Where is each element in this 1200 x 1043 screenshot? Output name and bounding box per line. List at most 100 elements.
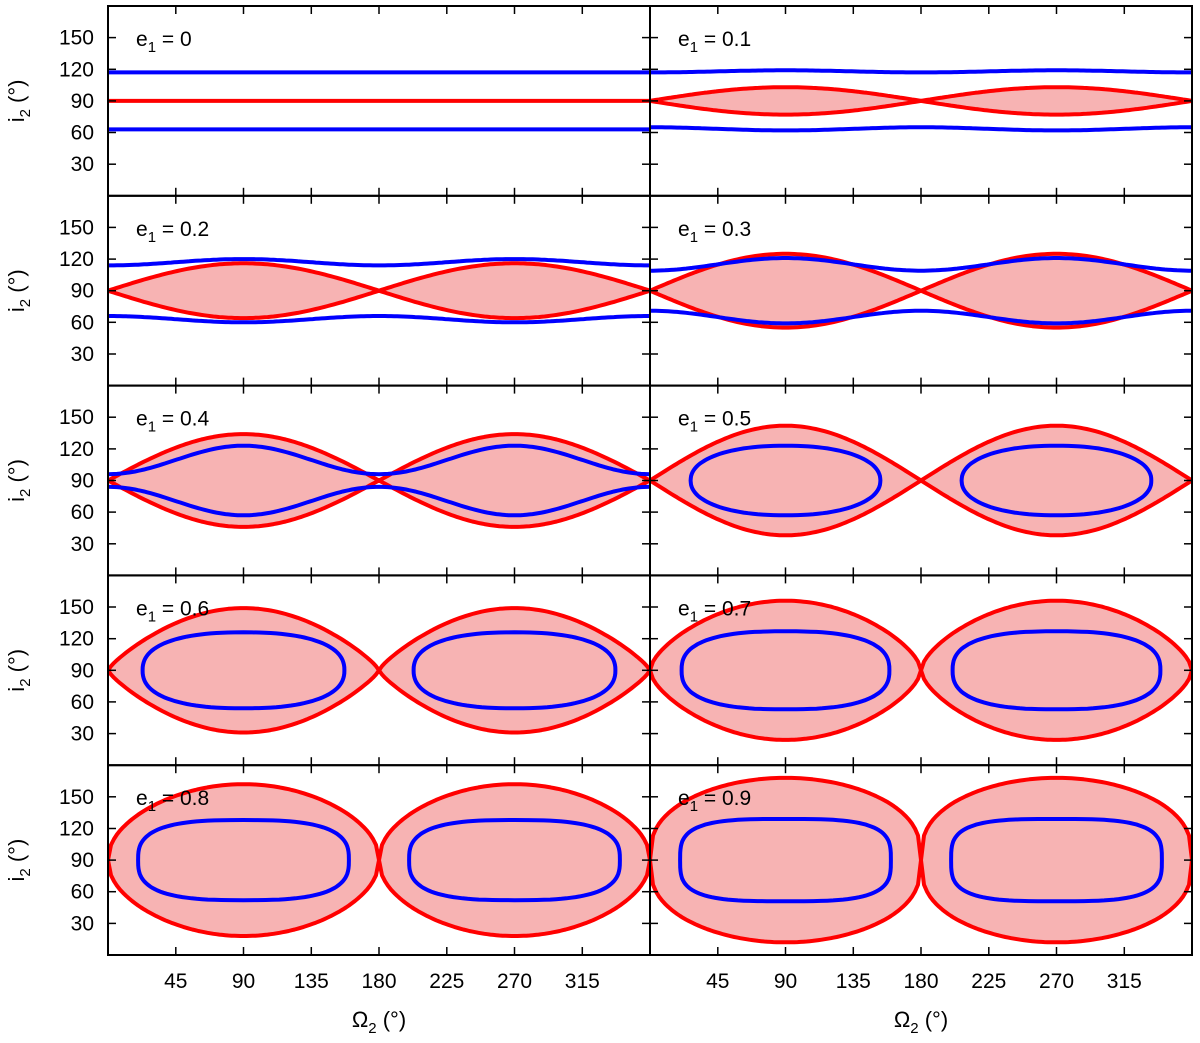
y-axis-label-subscript: 2 (17, 299, 34, 307)
y-axis-label-symbol: i (4, 877, 29, 882)
ticks (650, 575, 1192, 766)
panel-label-symbol: e (136, 28, 148, 51)
panel-label-subscript: 1 (690, 608, 698, 625)
blue-curve-lower (108, 484, 650, 518)
x-tick-label: 90 (232, 970, 255, 993)
blue-ellipse-90 (140, 630, 347, 711)
panel-e1-0-5: e1 = 0.5 (649, 384, 1193, 577)
y-tick-label: 120 (59, 438, 94, 461)
blue-ellipse-270 (949, 817, 1164, 904)
panel-label-value: = 0.7 (698, 597, 751, 620)
y-tick-label: 120 (59, 628, 94, 651)
blue-ellipse-270 (407, 817, 622, 903)
y-tick-label: 60 (71, 501, 94, 524)
red-curve-lower (650, 478, 1192, 538)
y-tick-label: 90 (71, 90, 94, 113)
y-axis-label-subscript: 2 (17, 868, 34, 876)
y-axis-label-symbol: i (4, 117, 29, 122)
x-axis-label-subscript: 2 (910, 1020, 918, 1037)
ticks (650, 195, 1192, 386)
panel-label-symbol: e (136, 408, 148, 431)
plot-area (650, 68, 1192, 133)
panel-label: e1 = 0.1 (678, 28, 751, 56)
blue-ellipse-90 (688, 443, 883, 518)
panel-e1-0-4: e1 = 0.4 30 60 90 120 150 i2 (°) (4, 384, 651, 577)
x-tick-label: 315 (565, 970, 600, 993)
panel-label-symbol: e (678, 408, 690, 431)
ticks (650, 385, 1192, 576)
y-axis-label-unit: (°) (4, 649, 29, 679)
ticks (650, 765, 1192, 955)
panel-frame (649, 764, 1193, 957)
red-curve-lower (108, 668, 650, 735)
blue-curve-upper (650, 68, 1192, 75)
panel-label-value: = 0.5 (698, 408, 751, 431)
y-tick-label: 150 (59, 27, 94, 50)
y-tick-label: 90 (71, 470, 94, 493)
blue-ellipse-90 (136, 817, 351, 903)
panel-label-symbol: e (678, 28, 690, 51)
blue-curve-lower (650, 308, 1192, 326)
y-tick-label: 90 (71, 659, 94, 682)
panel-label-subscript: 1 (690, 229, 698, 246)
panel-label: e1 = 0.9 (678, 787, 751, 815)
blue-curve-upper (108, 257, 650, 268)
panel-e1-0-9: e1 = 0.9 45 90 135 180 225 270 315 Ω2 (°) (649, 764, 1193, 1037)
panel-label-subscript: 1 (148, 608, 156, 625)
x-axis-label-symbol: Ω (894, 1007, 910, 1032)
panel-label-value: = 0.2 (156, 218, 209, 241)
y-axis-label-subscript: 2 (17, 109, 34, 117)
x-tick-label: 135 (294, 970, 329, 993)
plot-area (108, 432, 650, 529)
panel-label: e1 = 0.4 (136, 408, 209, 436)
blue-ellipse-90 (678, 817, 893, 904)
y-axis-label-symbol: i (4, 307, 29, 312)
y-tick-label: 30 (71, 153, 94, 176)
plot-area (650, 775, 1192, 945)
plot-area (650, 423, 1192, 538)
blue-curve-lower (650, 125, 1192, 133)
blue-curve-lower (108, 314, 650, 325)
panel-label-subscript: 1 (690, 39, 698, 56)
panel-label-value: = 0 (156, 28, 192, 51)
panel-label-subscript: 1 (690, 798, 698, 815)
red-curve-lower (650, 668, 1192, 742)
red-curve-lower (108, 478, 650, 529)
ticks (108, 575, 650, 766)
panel-e1-0-3: e1 = 0.3 (649, 194, 1193, 387)
panel-label-value: = 0.8 (156, 787, 209, 810)
x-tick-label: 180 (361, 970, 396, 993)
y-tick-label: 30 (71, 343, 94, 366)
y-axis-label-unit: (°) (4, 80, 29, 110)
panel-e1-0-2: e1 = 0.2 30 60 90 120 150 i2 (°) (4, 194, 651, 387)
x-tick-label: 315 (1107, 970, 1142, 993)
ticks (108, 765, 650, 955)
red-curve-lower (108, 288, 650, 321)
y-tick-label: 30 (71, 912, 94, 935)
y-axis-label-unit: (°) (4, 839, 29, 869)
y-tick-label: 120 (59, 58, 94, 81)
panel-label-value: = 0.3 (698, 218, 751, 241)
blue-ellipse-270 (959, 443, 1154, 518)
panel-e1-0-6: e1 = 0.6 30 60 90 120 150 i2 (°) (4, 574, 651, 767)
panel-label: e1 = 0 (136, 28, 192, 56)
plot-area (108, 782, 650, 938)
blue-curve-upper (650, 256, 1192, 273)
ticks (650, 6, 1192, 196)
red-curve-lower (650, 858, 1192, 945)
panel-label-value: = 0.6 (156, 597, 209, 620)
panel-label-value: = 0.9 (698, 787, 751, 810)
y-tick-label: 30 (71, 723, 94, 746)
y-tick-label: 60 (71, 311, 94, 334)
y-tick-label: 120 (59, 248, 94, 271)
y-axis-label-subscript: 2 (17, 678, 34, 686)
y-axis-label-unit: (°) (4, 459, 29, 489)
y-tick-label: 120 (59, 818, 94, 841)
plot-area (108, 70, 650, 132)
y-tick-label: 60 (71, 691, 94, 714)
x-axis-label-unit: (°) (377, 1007, 407, 1032)
red-curve-lower (108, 858, 650, 938)
y-tick-label: 150 (59, 786, 94, 809)
x-tick-label: 135 (836, 970, 871, 993)
